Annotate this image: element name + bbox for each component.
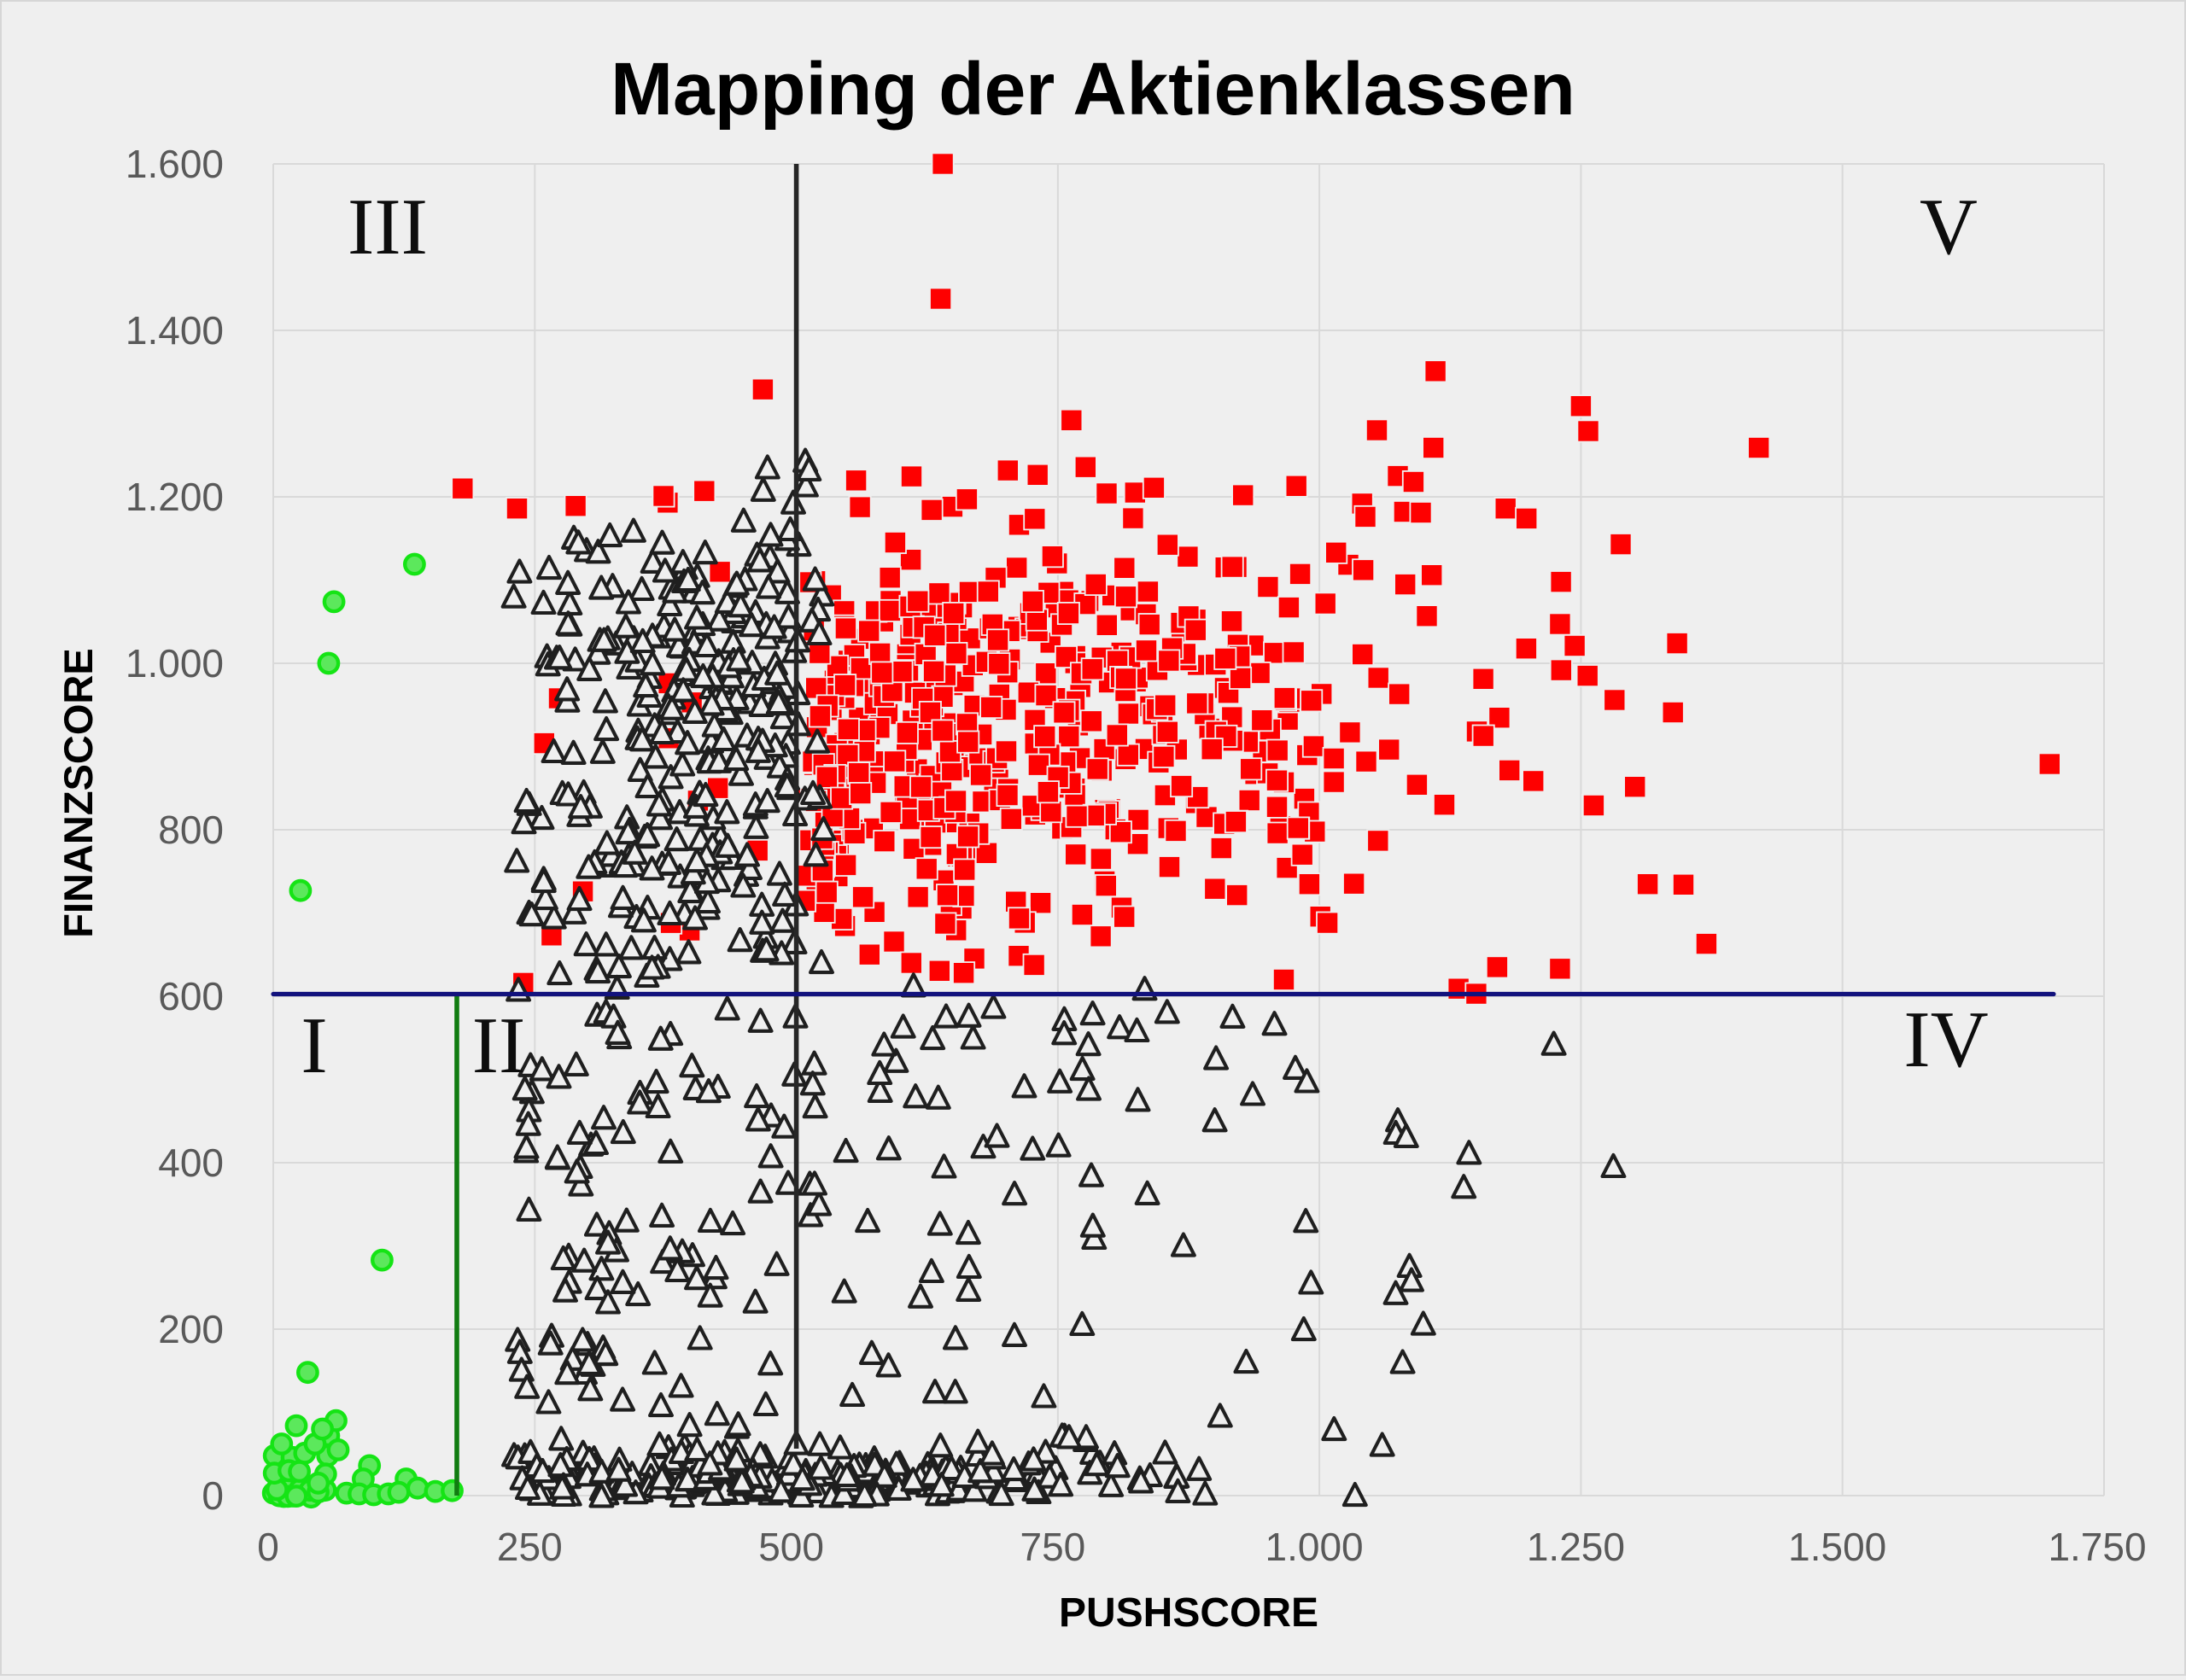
svg-text:V: V (1920, 183, 1978, 271)
svg-text:1.500: 1.500 (1788, 1525, 1886, 1569)
svg-text:400: 400 (158, 1140, 224, 1185)
svg-text:0: 0 (257, 1525, 279, 1569)
svg-text:FINANZSCORE: FINANZSCORE (56, 648, 101, 937)
svg-text:1.600: 1.600 (126, 142, 224, 186)
svg-text:1.000: 1.000 (126, 641, 224, 685)
svg-text:1.250: 1.250 (1527, 1525, 1625, 1569)
svg-text:1.750: 1.750 (2048, 1525, 2146, 1569)
svg-text:250: 250 (497, 1525, 563, 1569)
svg-text:III: III (348, 183, 428, 271)
svg-text:1.400: 1.400 (126, 308, 224, 353)
svg-text:750: 750 (1020, 1525, 1086, 1569)
svg-text:1.000: 1.000 (1265, 1525, 1364, 1569)
svg-text:800: 800 (158, 808, 224, 852)
svg-text:Mapping der Aktienklassen: Mapping der Aktienklassen (611, 47, 1575, 131)
svg-text:200: 200 (158, 1307, 224, 1351)
svg-text:II: II (472, 1001, 526, 1090)
svg-text:IV: IV (1903, 995, 1988, 1084)
svg-text:PUSHSCORE: PUSHSCORE (1059, 1590, 1318, 1636)
svg-text:0: 0 (202, 1473, 224, 1518)
svg-text:500: 500 (758, 1525, 824, 1569)
svg-text:600: 600 (158, 974, 224, 1018)
svg-text:1.200: 1.200 (126, 475, 224, 519)
svg-text:I: I (301, 1001, 327, 1090)
